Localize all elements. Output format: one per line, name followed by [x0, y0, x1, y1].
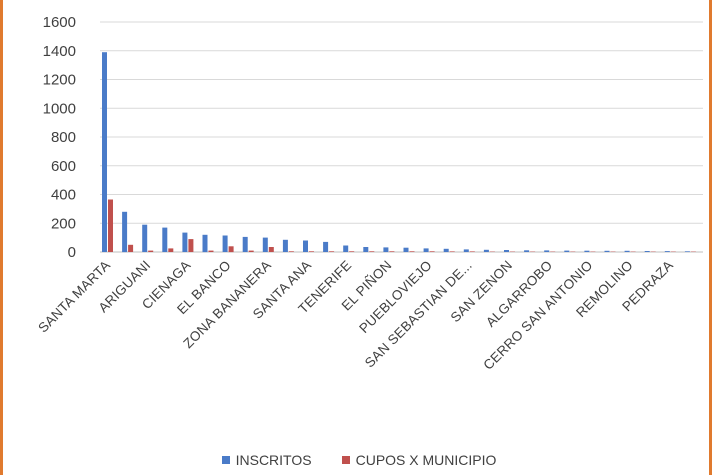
bar-cupos	[168, 248, 174, 252]
bar-chart: 0 200 400 600 800 1000 1200 1400 1600 SANTA MART…	[35, 14, 703, 373]
bar-inscritos	[343, 245, 349, 252]
bar-inscritos	[222, 235, 228, 252]
bar-cupos	[248, 250, 254, 252]
y-tick-label: 1400	[43, 43, 76, 60]
bar-inscritos	[504, 250, 509, 252]
bar-inscritos	[363, 247, 369, 252]
bar-inscritos	[544, 250, 550, 252]
y-tick-label: 1000	[43, 100, 76, 117]
y-tick-label: 1200	[43, 72, 76, 89]
bar-cupos	[268, 247, 274, 252]
y-tick-label: 600	[51, 158, 76, 175]
bars	[102, 52, 696, 253]
bar-inscritos	[102, 52, 107, 253]
legend-swatch-cupos	[341, 456, 350, 464]
bar-cupos	[429, 251, 435, 252]
bar-cupos	[329, 251, 335, 252]
bar-inscritos	[122, 211, 128, 253]
bar-cupos	[128, 244, 134, 252]
bar-cupos	[469, 251, 475, 252]
bar-inscritos	[403, 247, 409, 252]
bar-inscritos	[564, 250, 570, 252]
x-tick-label: PUEBLOVIEJO	[356, 258, 434, 336]
bar-inscritos	[664, 251, 670, 252]
bar-cupos	[409, 251, 415, 252]
gridlines	[100, 21, 703, 253]
bar-inscritos	[483, 249, 489, 252]
bar-inscritos	[423, 248, 429, 252]
y-tick-label: 400	[51, 187, 76, 204]
bar-inscritos	[262, 237, 268, 252]
y-tick-label: 200	[51, 215, 76, 232]
bar-cupos	[369, 251, 375, 252]
legend-label-inscritos: INSCRITOS	[235, 452, 312, 468]
bar-inscritos	[463, 249, 469, 252]
bar-inscritos	[282, 239, 288, 252]
bar-cupos	[288, 251, 294, 252]
bar-inscritos	[604, 250, 610, 252]
bar-inscritos	[162, 227, 168, 252]
bar-inscritos	[323, 241, 329, 252]
bar-cupos	[309, 251, 314, 252]
bar-inscritos	[443, 248, 449, 252]
y-tick-label: 1600	[43, 14, 76, 31]
bar-cupos	[108, 199, 113, 252]
legend: INSCRITOS CUPOS X MUNICIPIO	[3, 452, 712, 468]
bar-cupos	[389, 251, 395, 252]
bar-inscritos	[202, 234, 208, 253]
bar-cupos	[208, 250, 214, 252]
bar-cupos	[449, 251, 455, 252]
bar-inscritos	[524, 250, 530, 252]
bar-inscritos	[383, 247, 389, 252]
bar-inscritos	[624, 250, 630, 252]
legend-item-cupos: CUPOS X MUNICIPIO	[341, 452, 497, 468]
bar-cupos	[349, 251, 355, 252]
bar-inscritos	[303, 240, 308, 252]
x-tick-label: SANTA MARTA	[35, 258, 113, 336]
bar-inscritos	[242, 236, 248, 252]
legend-swatch-inscritos	[221, 456, 230, 464]
bar-inscritos	[182, 232, 188, 252]
bar-inscritos	[684, 251, 690, 252]
y-tick-label: 0	[68, 244, 76, 261]
y-axis-ticks: 0 200 400 600 800 1000 1200 1400 1600	[43, 14, 76, 261]
bar-inscritos	[142, 224, 148, 252]
legend-item-inscritos: INSCRITOS	[221, 452, 312, 468]
bar-cupos	[188, 239, 194, 252]
bar-cupos	[228, 246, 234, 253]
y-tick-label: 800	[51, 129, 76, 146]
bar-inscritos	[644, 251, 650, 252]
bar-cupos	[148, 250, 154, 252]
legend-label-cupos: CUPOS X MUNICIPIO	[355, 452, 497, 468]
bar-inscritos	[584, 250, 590, 252]
